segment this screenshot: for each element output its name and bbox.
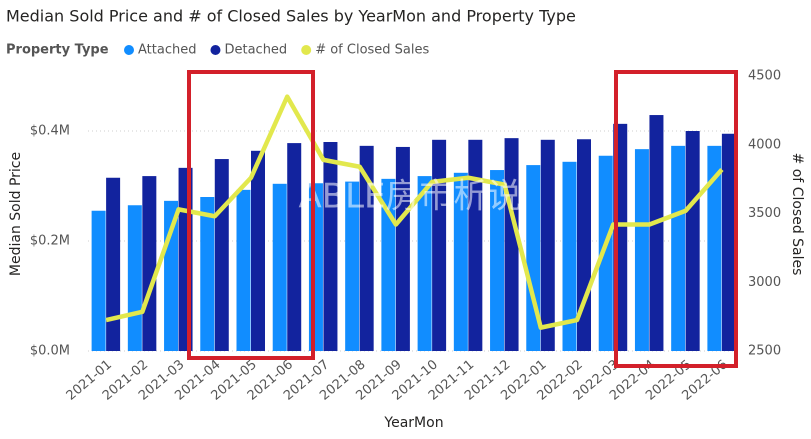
y2-tick-label: 3000 — [748, 275, 781, 290]
plot-area: $0.0M$0.2M$0.4M250030003500400045002021-… — [30, 69, 781, 404]
bar — [598, 155, 613, 351]
y2-tick-label: 4000 — [748, 137, 781, 152]
line-series — [105, 94, 724, 330]
bar — [721, 133, 736, 351]
legend-label: Attached — [138, 43, 196, 58]
bar — [707, 145, 722, 351]
legend-label: Detached — [224, 43, 287, 58]
bar — [236, 189, 251, 351]
bar — [200, 197, 215, 351]
legend-title: Property Type — [6, 43, 109, 58]
bar — [490, 170, 505, 351]
bar — [634, 149, 649, 351]
bar — [685, 131, 700, 351]
bar — [417, 176, 432, 351]
y2-tick-label: 3500 — [748, 206, 781, 221]
bar — [323, 142, 338, 351]
legend-label: # of Closed Sales — [315, 43, 429, 58]
bar — [359, 145, 374, 351]
y-tick-label: $0.4M — [30, 124, 70, 139]
bar — [251, 150, 265, 351]
bar — [504, 138, 519, 351]
bar — [453, 172, 468, 351]
y-tick-label: $0.2M — [30, 234, 70, 249]
bar — [287, 143, 302, 351]
bar — [272, 183, 287, 351]
y-axis-title: Median Sold Price — [8, 152, 24, 276]
legend-marker — [301, 45, 312, 55]
bar — [649, 115, 664, 351]
y-tick-label: $0.0M — [30, 344, 70, 359]
bar — [468, 139, 483, 351]
chart-title: Median Sold Price and # of Closed Sales … — [6, 7, 576, 26]
watermark: ABLE房市析说 — [298, 177, 521, 217]
bar — [432, 139, 447, 351]
bar — [142, 176, 157, 351]
bar — [671, 145, 686, 351]
bar — [127, 205, 142, 351]
legend-marker — [210, 45, 221, 55]
y2-axis-title: # of Closed Sales — [789, 153, 805, 276]
bar — [91, 210, 106, 351]
highlight-box — [187, 70, 315, 360]
bar — [540, 139, 555, 351]
highlight-box — [614, 70, 738, 368]
bar — [345, 181, 360, 351]
bar — [106, 177, 121, 351]
bar — [214, 159, 229, 351]
bar — [562, 161, 577, 351]
legend-marker — [124, 45, 134, 55]
y2-tick-label: 4500 — [748, 69, 781, 84]
y2-tick-label: 2500 — [748, 344, 781, 359]
bar — [395, 146, 410, 351]
x-axis-title: YearMon — [383, 415, 443, 431]
